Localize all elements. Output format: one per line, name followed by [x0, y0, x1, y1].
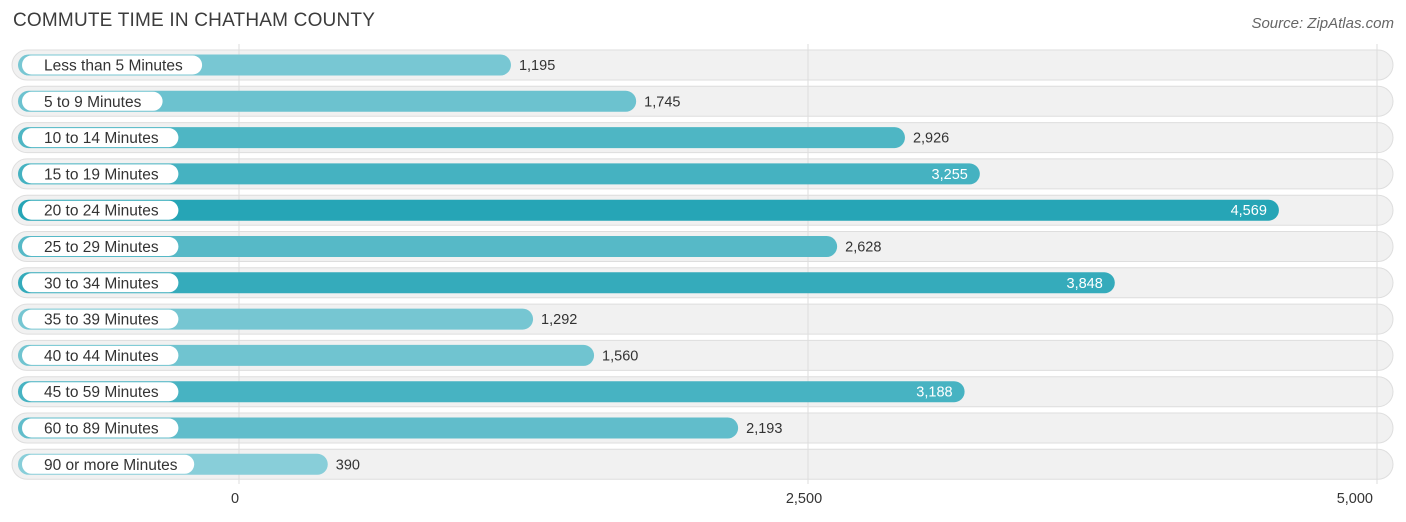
x-tick-label: 5,000 [1337, 491, 1373, 507]
bar [18, 236, 838, 257]
x-tick-label: 2,500 [786, 491, 822, 507]
category-pill [22, 418, 179, 438]
value-label: 1,292 [541, 312, 577, 328]
category-label: 60 to 89 Minutes [44, 421, 159, 438]
bars: Less than 5 Minutes 1,195 5 to 9 Minutes 1,… [18, 54, 1279, 475]
category-label: 90 or more Minutes [44, 457, 178, 474]
value-label: 2,926 [913, 131, 949, 147]
x-tick-label: 0 [231, 491, 239, 507]
chart-title: COMMUTE TIME IN CHATHAM COUNTY [13, 10, 376, 31]
value-label: 4,569 [1231, 203, 1267, 219]
value-label: 3,255 [932, 167, 968, 183]
category-pill [22, 91, 163, 111]
bar [18, 199, 1279, 221]
category-pill [22, 345, 179, 365]
category-label: 5 to 9 Minutes [44, 94, 142, 111]
category-pill [22, 200, 179, 220]
value-label: 1,195 [519, 58, 555, 74]
source-note: Source: ZipAtlas.com [1251, 15, 1394, 32]
value-label: 3,848 [1067, 276, 1103, 292]
bar [18, 381, 965, 403]
bar [18, 163, 980, 185]
category-label: 40 to 44 Minutes [44, 348, 159, 365]
category-label: 20 to 24 Minutes [44, 203, 159, 220]
category-label: Less than 5 Minutes [44, 58, 183, 75]
bar [18, 127, 905, 149]
category-label: 15 to 19 Minutes [44, 166, 159, 183]
category-pill [22, 128, 179, 148]
category-label: 30 to 34 Minutes [44, 275, 159, 292]
value-label: 1,745 [644, 94, 680, 110]
x-axis: 0 2,500 5,000 [231, 491, 1373, 507]
category-pill [22, 309, 179, 329]
category-pill [22, 382, 179, 402]
value-label: 3,188 [916, 385, 952, 401]
category-pill [22, 164, 179, 184]
category-label: 25 to 29 Minutes [44, 239, 159, 256]
row-tracks [11, 49, 1394, 480]
row-track [11, 448, 1394, 480]
category-pill [22, 454, 195, 474]
category-label: 35 to 39 Minutes [44, 312, 159, 329]
value-label: 1,560 [602, 348, 638, 364]
category-pill [22, 237, 179, 256]
category-pill [22, 55, 203, 75]
value-label: 390 [336, 457, 360, 473]
value-label: 2,628 [845, 240, 881, 256]
bar [18, 417, 739, 439]
category-label: 10 to 14 Minutes [44, 130, 159, 147]
gridlines [238, 44, 1378, 484]
category-pill [22, 273, 179, 293]
category-label: 45 to 59 Minutes [44, 384, 159, 401]
bar [18, 90, 637, 112]
value-label: 2,193 [746, 421, 782, 437]
bar [18, 272, 1115, 294]
